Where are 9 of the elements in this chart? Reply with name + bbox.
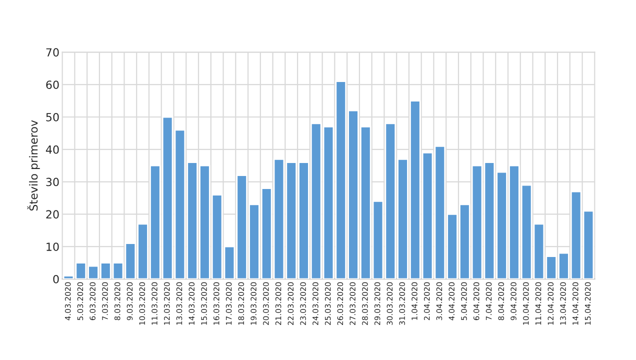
y-tick-label: 30 [46, 178, 59, 186]
y-axis-title: Število primerov [27, 120, 40, 211]
y-tick-label: 0 [53, 274, 59, 284]
y-tick-label: 50 [46, 112, 59, 122]
y-tick-label: 70 [46, 48, 59, 57]
y-tick-label: 40 [46, 145, 59, 154]
y-tick-label: 20 [46, 210, 59, 219]
y-tick-label: 10 [46, 242, 59, 251]
y-tick-label: 60 [46, 80, 59, 89]
